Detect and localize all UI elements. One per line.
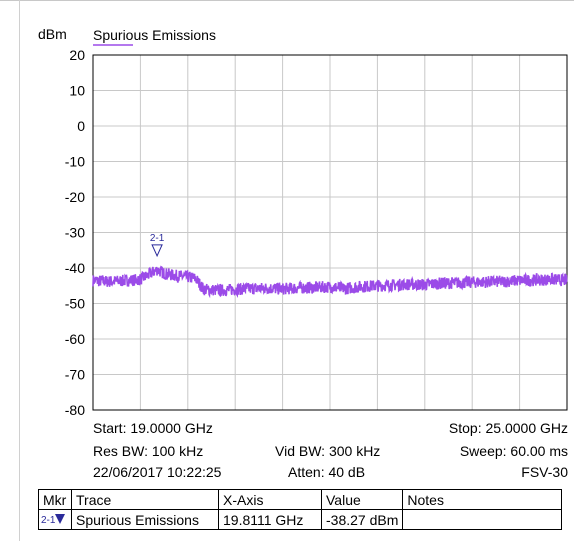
stop-frequency: Stop: 25.0000 GHz: [448, 420, 568, 436]
header-trace: Trace: [71, 489, 219, 510]
marker-layer: 2-1: [150, 233, 165, 258]
attenuation: Atten: 40 dB: [288, 464, 366, 480]
y-tick-label: -20: [65, 189, 85, 205]
y-tick-labels: 20 10 0 -10 -20 -30 -40 -50 -60 -70 -80: [65, 47, 85, 418]
marker-table: Mkr Trace X-Axis Value Notes 2-1 Spuriou…: [38, 489, 563, 530]
res-bandwidth: Res BW: 100 kHz: [93, 443, 204, 459]
y-tick-label: -60: [65, 331, 85, 347]
marker-triangle-icon: [151, 244, 163, 258]
y-tick-label: -70: [65, 367, 85, 383]
header-mkr: Mkr: [38, 489, 72, 510]
marker-id: 2-1: [41, 515, 56, 526]
marker-id-cell: 2-1: [38, 509, 72, 530]
trace-name-cell: Spurious Emissions: [71, 509, 219, 530]
sweep-time: Sweep: 60.00 ms: [459, 443, 568, 459]
header-x-axis: X-Axis: [218, 489, 322, 510]
x-axis-cell: 19.8111 GHz: [218, 509, 322, 530]
header-notes: Notes: [402, 489, 563, 510]
y-tick-label: -50: [65, 296, 85, 312]
table-row: 2-1 Spurious Emissions 19.8111 GHz -38.2…: [38, 509, 563, 530]
device-model: FSV-30: [521, 464, 568, 480]
start-frequency: Start: 19.0000 GHz: [93, 420, 213, 436]
notes-cell: [402, 509, 563, 530]
chart-title: Spurious Emissions: [93, 27, 216, 43]
y-tick-label: -30: [65, 225, 85, 241]
plot-border: [92, 54, 568, 411]
value-cell: -38.27 dBm: [320, 509, 404, 530]
header-value: Value: [320, 489, 404, 510]
y-axis-unit-label: dBm: [38, 26, 67, 42]
frame-left-border: [19, 0, 20, 541]
spectrum-chart: dBm Spurious Emissions 20 10 0 -10 -20 -30 -40…: [38, 26, 568, 418]
marker-table-header: Mkr Trace X-Axis Value Notes: [38, 489, 563, 510]
grid: [92, 54, 568, 411]
delta-marker-icon: [55, 514, 66, 524]
y-tick-label: -10: [65, 154, 85, 170]
spurious-emissions-trace: [92, 265, 568, 299]
frame-top-border: [0, 0, 574, 1]
y-tick-label: -40: [65, 260, 85, 276]
y-tick-label: -80: [65, 402, 85, 418]
marker-label: 2-1: [150, 233, 165, 244]
y-tick-label: 20: [69, 47, 85, 63]
timestamp: 22/06/2017 10:22:25: [93, 464, 222, 480]
trace-layer: [92, 265, 568, 299]
y-tick-label: 0: [77, 118, 85, 134]
y-tick-label: 10: [69, 83, 85, 99]
vid-bandwidth: Vid BW: 300 kHz: [275, 443, 381, 459]
